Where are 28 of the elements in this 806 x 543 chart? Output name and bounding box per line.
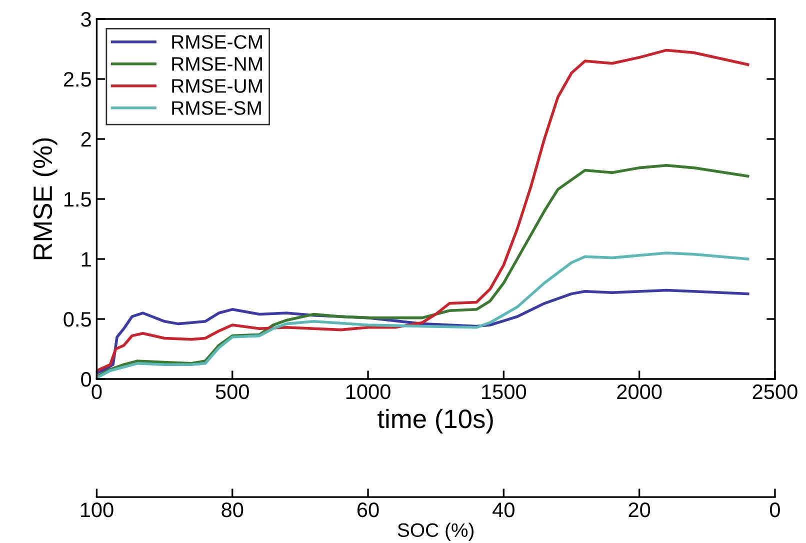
- legend-label: RMSE-NM: [172, 57, 262, 71]
- legend-label: RMSE-CM: [172, 35, 262, 49]
- x-tick-label: 2500: [752, 384, 798, 400]
- line-series: [96, 48, 750, 372]
- x-axis-title: time (10s): [378, 408, 493, 434]
- y-axis-title: RMSE (%): [32, 138, 58, 260]
- x2-axis-title: SOC (%): [398, 522, 474, 541]
- x2-tick-label: 40: [492, 502, 514, 518]
- y-tick-label: 1: [82, 252, 91, 267]
- line-series: [96, 252, 750, 380]
- y-tick-label: 2.5: [64, 72, 91, 87]
- y-tick-label: 3: [81, 12, 91, 27]
- x2-tick-label: 0: [770, 502, 780, 518]
- x-tick-label: 1500: [482, 384, 526, 400]
- x-tick-label: 1000: [346, 384, 390, 400]
- x2-tick-label: 20: [628, 502, 650, 518]
- legend-label: RMSE-SM: [172, 101, 261, 115]
- x-tick-label: 0: [92, 384, 102, 400]
- x2-tick-label: 60: [357, 502, 379, 518]
- legend-label: RMSE-UM: [172, 79, 262, 93]
- x-tick-label: 2000: [617, 384, 662, 400]
- y-tick-label: 1.5: [64, 192, 91, 207]
- x2-tick-label: 100: [80, 502, 114, 518]
- y-tick-label: 0.5: [64, 312, 91, 327]
- y-tick-label: 0: [81, 372, 92, 387]
- y-tick-label: 2: [81, 132, 91, 147]
- x-tick-label: 500: [216, 384, 249, 400]
- x2-tick-label: 80: [222, 502, 244, 518]
